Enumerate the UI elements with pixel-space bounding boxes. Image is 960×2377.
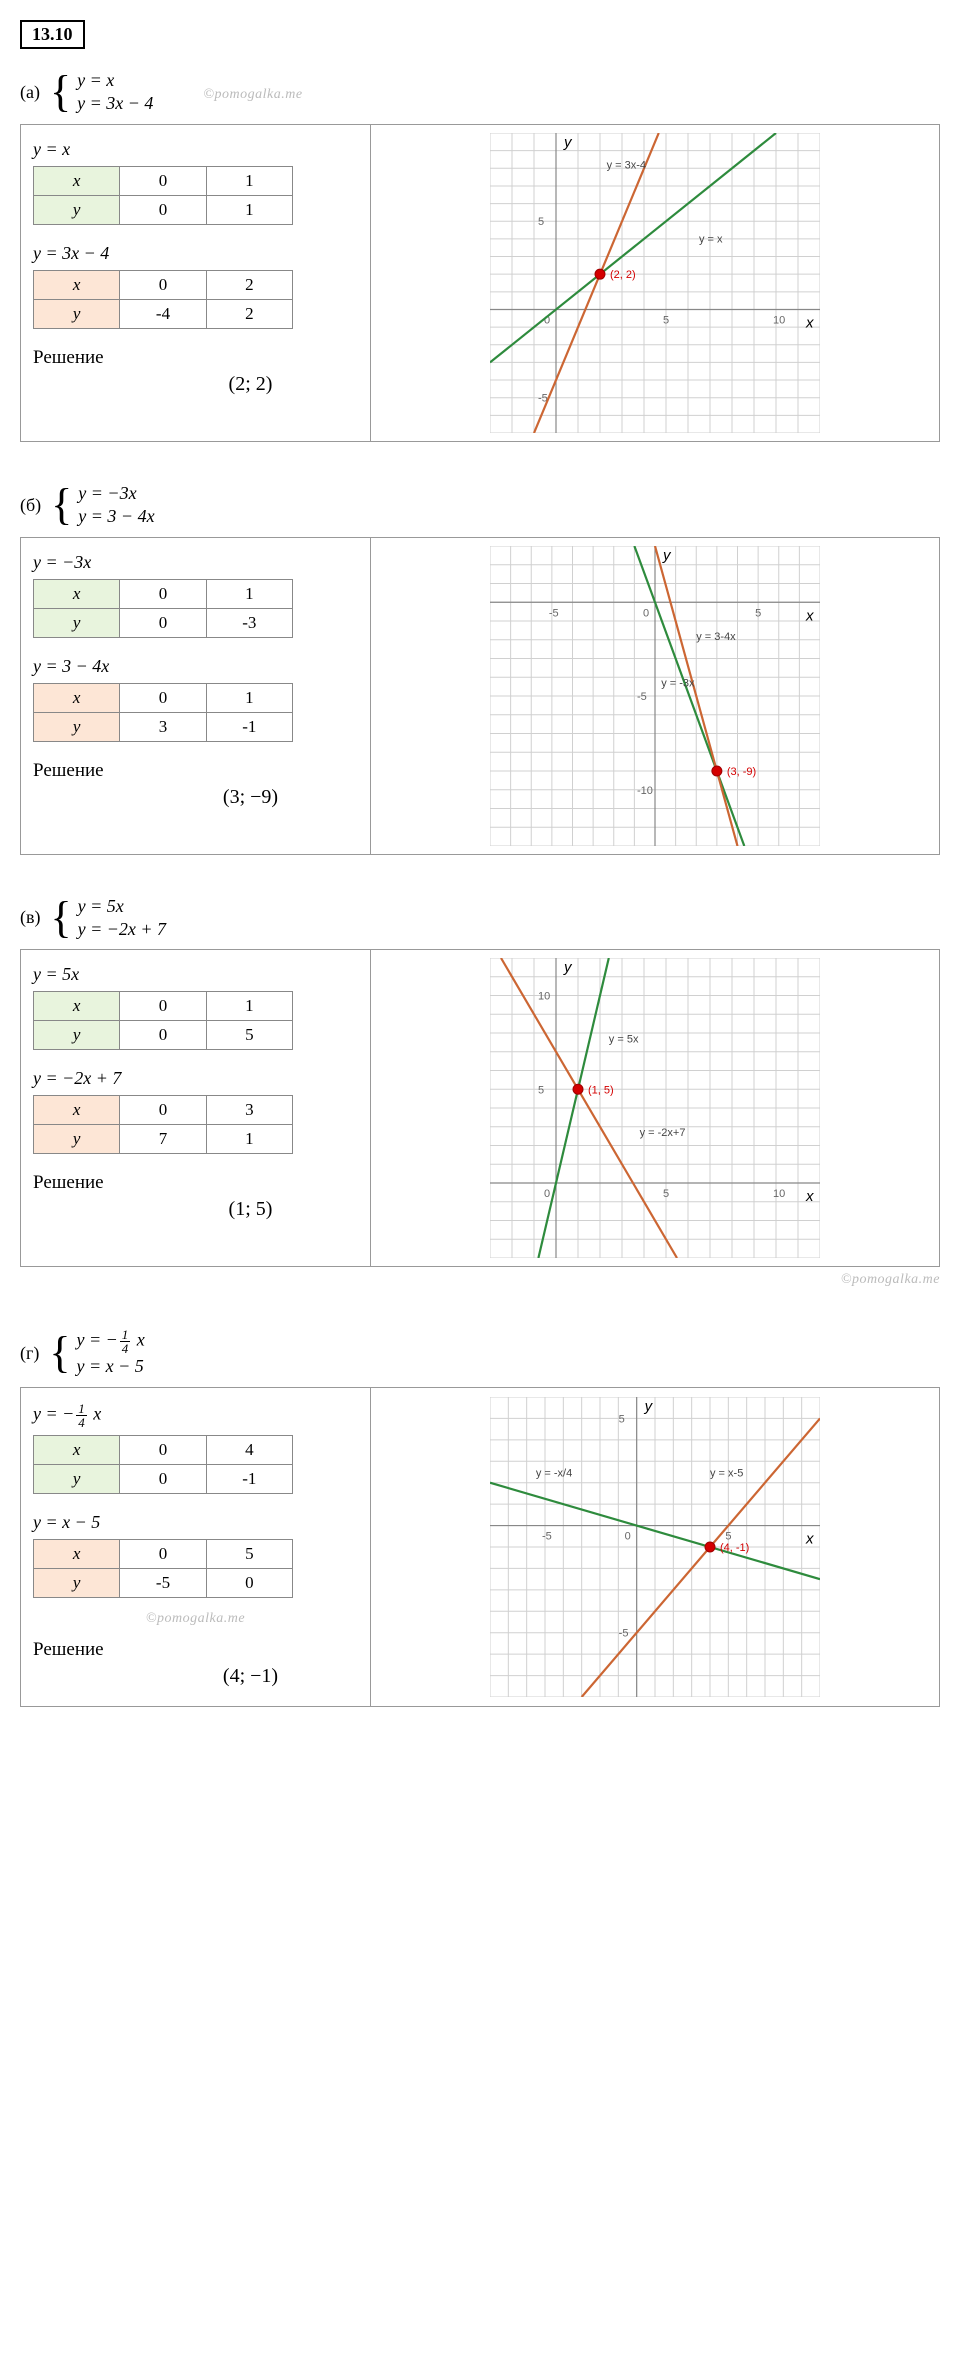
svg-text:y = -2x+7: y = -2x+7 [640,1127,686,1139]
solution-panel: y = −3x x01 y0-3 y = 3 − 4x x01 y3-1 Реш… [20,537,940,855]
graph-column: -5 5 5 -5 0 x y y = -x/4 y = x-5 (4, -1) [371,1388,939,1706]
value-table: x01 y01 [33,166,293,225]
solution-value: (1; 5) [143,1198,358,1221]
svg-text:-5: -5 [549,607,559,619]
graph-column: 5105-50xyy = xy = 3x-4(2, 2) [371,125,939,441]
watermark: ©pomogalka.me [146,1611,245,1626]
solution-panel: y = x x01 y01 y = 3x − 4 x02 y-42 Решени… [20,124,940,442]
svg-text:5: 5 [725,1530,731,1542]
brace-icon: { [49,1338,70,1369]
graph-column: 5 10 5 10 0 x y y = 5x y = -2x+7 (1, 5) [371,950,939,1266]
svg-text:5: 5 [538,216,544,228]
svg-text:10: 10 [773,1188,785,1200]
svg-text:-10: -10 [637,784,653,796]
solution-value: (3; −9) [143,786,358,809]
svg-text:-5: -5 [637,691,647,703]
equation-label: y = −14 x [33,1402,358,1429]
svg-text:(1, 5): (1, 5) [588,1085,614,1097]
solution-label: Решение [33,760,358,782]
svg-text:y = -3x: y = -3x [661,677,695,689]
value-table: x01 y3-1 [33,683,293,742]
system-equations: y = 5xy = −2x + 7 [78,895,166,942]
equation-label: y = −3x [33,552,358,573]
problem-number: 13.10 [20,20,85,49]
sub-label: (а) [20,82,40,103]
subproblem: (в) { y = 5xy = −2x + 7 y = 5x x01 y05 y… [20,895,940,1289]
tables-column: y = 5x x01 y05 y = −2x + 7 x03 y71 Решен… [21,950,371,1266]
system-equations: y = −14 xy = x − 5 [77,1328,145,1378]
svg-text:y = x: y = x [699,233,723,245]
svg-text:-5: -5 [619,1627,629,1639]
svg-text:y = -x/4: y = -x/4 [536,1467,572,1479]
svg-text:y = 3x-4: y = 3x-4 [607,159,646,171]
system-header: (в) { y = 5xy = −2x + 7 [20,895,940,942]
svg-text:-5: -5 [542,1530,552,1542]
svg-text:x: x [805,607,814,624]
value-table: x01 y0-3 [33,579,293,638]
svg-text:5: 5 [663,314,669,326]
solution-panel: y = 5x x01 y05 y = −2x + 7 x03 y71 Решен… [20,949,940,1267]
svg-text:y = 3-4x: y = 3-4x [696,630,736,642]
svg-text:5: 5 [663,1188,669,1200]
subproblem: (б) { y = −3xy = 3 − 4x y = −3x x01 y0-3… [20,482,940,855]
svg-text:x: x [805,1530,814,1547]
svg-text:10: 10 [538,991,550,1003]
tables-column: y = −3x x01 y0-3 y = 3 − 4x x01 y3-1 Реш… [21,538,371,854]
svg-text:5: 5 [619,1413,625,1425]
svg-text:(4, -1): (4, -1) [720,1542,749,1554]
system-equations: y = xy = 3x − 4 [77,69,153,116]
equation-label: y = 5x [33,964,358,985]
svg-text:x: x [805,1188,814,1205]
value-table: x04 y0-1 [33,1435,293,1494]
solution-label: Решение [33,1639,358,1661]
svg-text:(3, -9): (3, -9) [727,766,756,778]
brace-icon: { [50,77,71,108]
graph-column: -5 5 -5 -10 0 x y y = -3x y = 3-4x (3, -9) [371,538,939,854]
subproblem: (г) { y = −14 xy = x − 5 y = −14 x x04 y… [20,1328,940,1706]
svg-text:0: 0 [625,1530,631,1542]
svg-text:10: 10 [773,314,785,326]
system-equations: y = −3xy = 3 − 4x [78,482,154,529]
value-table: x02 y-42 [33,270,293,329]
svg-text:y: y [563,959,573,976]
svg-text:y = x-5: y = x-5 [710,1467,743,1479]
equation-label: y = x − 5 [33,1512,358,1533]
brace-icon: { [51,903,72,934]
solution-label: Решение [33,347,358,369]
solution-panel: y = −14 x x04 y0-1 y = x − 5 x05 y-50 ©p… [20,1387,940,1707]
svg-text:0: 0 [544,1188,550,1200]
svg-text:5: 5 [755,607,761,619]
watermark: ©pomogalka.me [841,1272,940,1287]
tables-column: y = x x01 y01 y = 3x − 4 x02 y-42 Решени… [21,125,371,441]
solution-label: Решение [33,1172,358,1194]
equation-label: y = 3 − 4x [33,656,358,677]
brace-icon: { [51,490,72,521]
value-table: x01 y05 [33,991,293,1050]
system-header: (г) { y = −14 xy = x − 5 [20,1328,940,1378]
equation-label: y = −2x + 7 [33,1068,358,1089]
solution-value: (2; 2) [143,373,358,396]
svg-text:y = 5x: y = 5x [609,1034,639,1046]
system-header: (а) { y = xy = 3x − 4 ©pomogalka.me [20,69,940,116]
svg-text:y: y [644,1398,654,1415]
sub-label: (г) [20,1343,39,1364]
svg-text:y: y [563,134,573,151]
equation-label: y = x [33,139,358,160]
watermark: ©pomogalka.me [203,87,302,102]
system-header: (б) { y = −3xy = 3 − 4x [20,482,940,529]
svg-text:(2, 2): (2, 2) [610,269,636,281]
value-table: x05 y-50 [33,1539,293,1598]
svg-text:x: x [805,314,814,331]
sub-label: (б) [20,495,41,516]
solution-value: (4; −1) [143,1665,358,1688]
value-table: x03 y71 [33,1095,293,1154]
tables-column: y = −14 x x04 y0-1 y = x − 5 x05 y-50 ©p… [21,1388,371,1706]
sub-label: (в) [20,907,41,928]
svg-text:5: 5 [538,1085,544,1097]
equation-label: y = 3x − 4 [33,243,358,264]
subproblem: (а) { y = xy = 3x − 4 ©pomogalka.me y = … [20,69,940,442]
svg-text:0: 0 [643,607,649,619]
svg-text:y: y [662,547,672,564]
